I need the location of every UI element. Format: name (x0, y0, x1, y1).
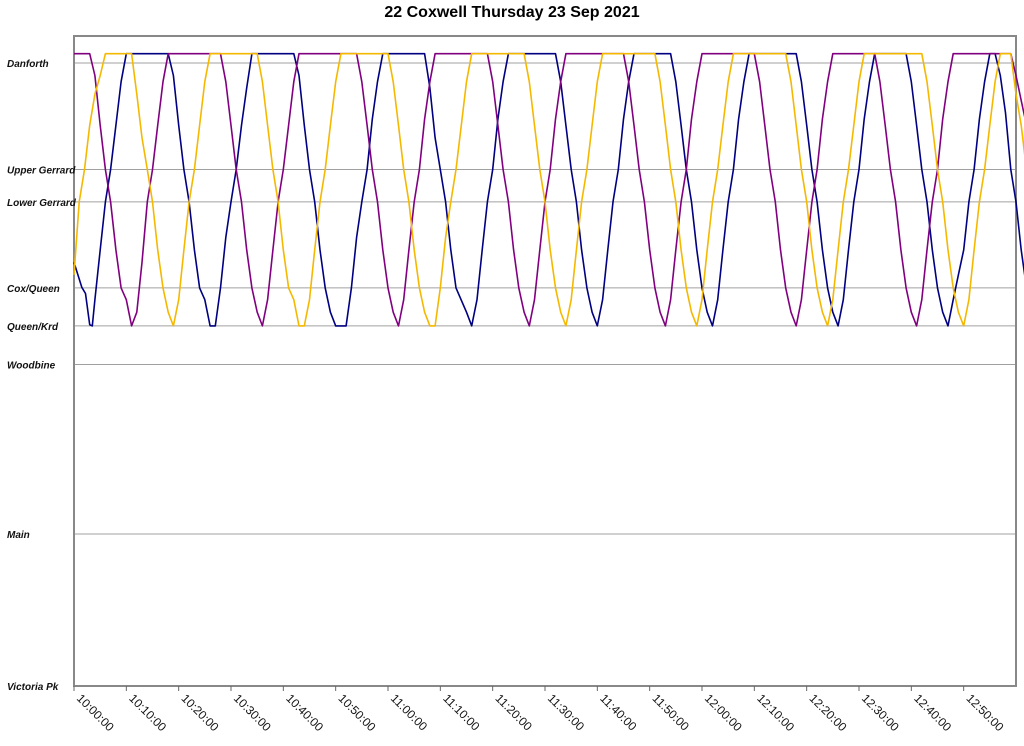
x-tick-label: 12:50:00 (964, 691, 1007, 734)
x-tick-label: 11:00:00 (388, 691, 431, 734)
chart-title: 22 Coxwell Thursday 23 Sep 2021 (384, 4, 640, 21)
stop-label: Cox/Queen (7, 284, 60, 295)
x-tick-label: 12:30:00 (859, 691, 902, 734)
stop-label: Main (7, 530, 30, 541)
stop-label: Victoria Pk (7, 682, 59, 693)
stop-label: Woodbine (7, 361, 56, 372)
x-tick-label: 12:00:00 (702, 691, 745, 734)
stop-labels: Danforth Upper Gerrard Lower Gerrard Cox/Qu… (7, 59, 77, 693)
x-tick-label: 10:10:00 (126, 691, 169, 734)
x-tick-label: 10:00:00 (74, 691, 117, 734)
series-line-2 (74, 52, 1024, 327)
stop-label: Danforth (7, 59, 49, 70)
stop-label: Upper Gerrard (7, 166, 76, 177)
series-line-1 (73, 52, 1024, 327)
x-tick-label: 11:50:00 (650, 691, 693, 734)
series-line-3 (73, 52, 1024, 327)
x-axis-ticks: 10:00:00 10:10:00 10:20:00 10:30:00 10:40:00… (73, 686, 1007, 734)
stop-label: Queen/Krd (7, 322, 59, 333)
x-tick-label: 10:20:00 (179, 691, 222, 734)
x-tick-label: 12:20:00 (807, 691, 850, 734)
x-tick-label: 12:10:00 (754, 691, 797, 734)
x-tick-label: 11:20:00 (493, 691, 536, 734)
x-tick-label: 11:10:00 (440, 691, 483, 734)
x-tick-label: 10:40:00 (283, 691, 326, 734)
x-tick-label: 11:30:00 (545, 691, 588, 734)
x-tick-label: 11:40:00 (597, 691, 640, 734)
series-lines (73, 52, 1024, 327)
plot-area (73, 35, 1017, 687)
x-tick-label: 10:30:00 (231, 691, 274, 734)
gridlines (74, 62, 1016, 687)
x-tick-label: 10:50:00 (336, 691, 379, 734)
stop-label: Lower Gerrard (7, 198, 77, 209)
x-tick-label: 12:40:00 (911, 691, 954, 734)
